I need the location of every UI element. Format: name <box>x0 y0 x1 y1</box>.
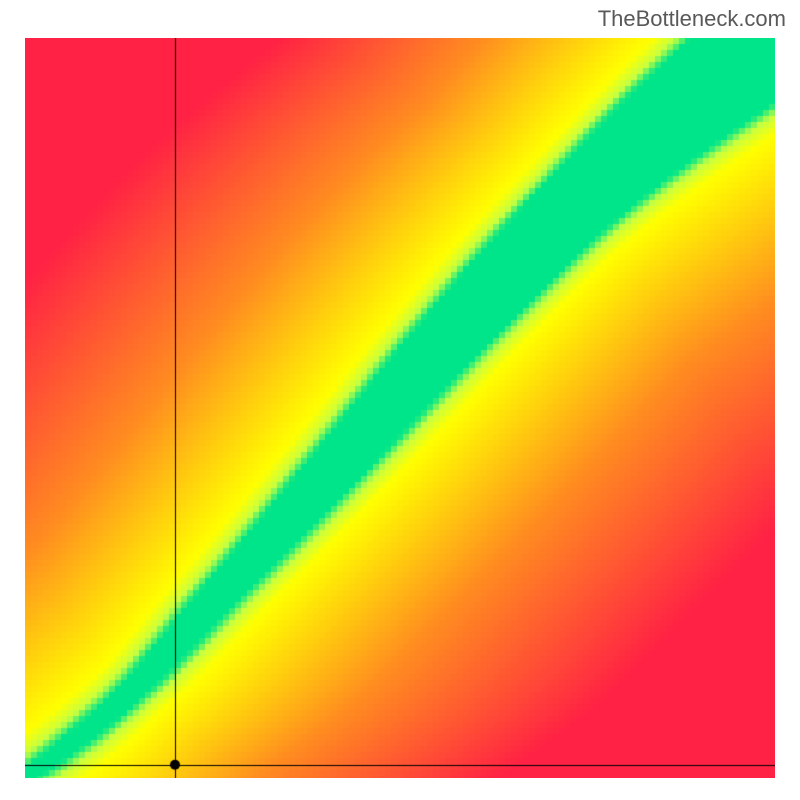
heatmap-canvas <box>25 38 775 778</box>
bottleneck-heatmap <box>25 38 775 778</box>
watermark-text: TheBottleneck.com <box>598 6 786 32</box>
